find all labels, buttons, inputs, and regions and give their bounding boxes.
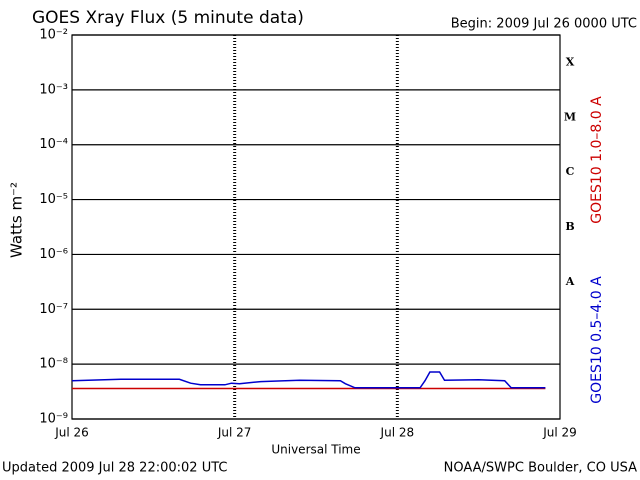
- y-tick-label: 10⁻⁹: [39, 412, 68, 427]
- flare-class-label: X: [566, 55, 575, 68]
- y-axis-label: Watts m⁻²: [8, 182, 26, 258]
- flare-class-label: M: [564, 110, 576, 123]
- updated-note: Updated 2009 Jul 28 22:00:02 UTC: [2, 461, 227, 476]
- x-tick-label: Jul 26: [54, 426, 89, 440]
- y-tick-label: 10⁻⁷: [39, 302, 68, 317]
- source-note: NOAA/SWPC Boulder, CO USA: [444, 461, 637, 476]
- x-tick-label: Jul 27: [217, 426, 252, 440]
- y-tick-label: 10⁻³: [39, 82, 68, 97]
- flare-class-label: A: [565, 275, 575, 288]
- y-tick-label: 10⁻⁸: [39, 357, 68, 372]
- flare-class-label: B: [565, 220, 574, 233]
- x-tick-label: Jul 28: [380, 426, 415, 440]
- chart-subtitle: Begin: 2009 Jul 26 0000 UTC: [451, 17, 637, 32]
- legend-label: GOES10 1.0–8.0 A: [589, 96, 605, 224]
- legend-label: GOES10 0.5–4.0 A: [589, 276, 605, 404]
- flare-class-label: C: [566, 165, 575, 178]
- chart-title: GOES Xray Flux (5 minute data): [32, 8, 304, 28]
- x-axis-label: Universal Time: [271, 443, 360, 457]
- x-tick-label: Jul 29: [542, 426, 577, 440]
- y-tick-label: 10⁻²: [39, 28, 68, 43]
- y-tick-label: 10⁻⁶: [39, 247, 68, 262]
- y-tick-label: 10⁻⁴: [39, 137, 68, 152]
- series-line: [71, 371, 546, 389]
- y-tick-label: 10⁻⁵: [39, 192, 68, 207]
- plot-frame: [71, 34, 561, 420]
